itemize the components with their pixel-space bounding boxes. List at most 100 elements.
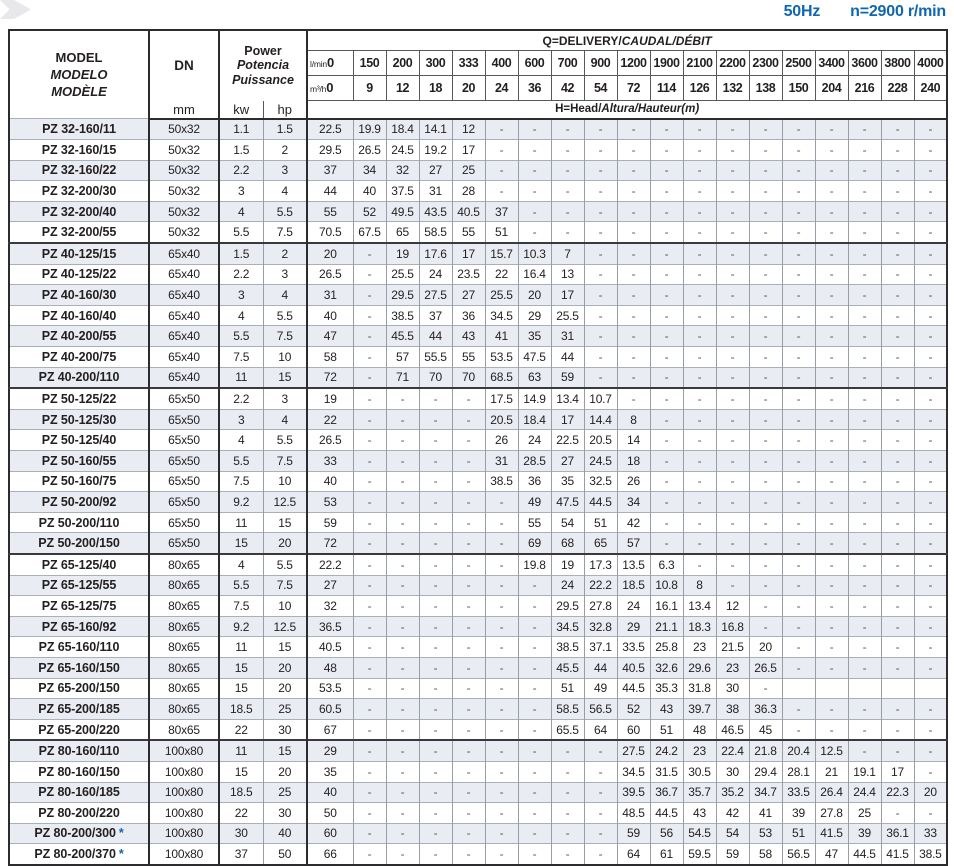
dn-cell: 65x50	[149, 429, 220, 451]
dn-cell: 65x50	[149, 532, 220, 554]
head-value-cell: -	[749, 408, 783, 430]
head-value-cell: 51	[551, 677, 585, 699]
footnote-star: *	[118, 826, 124, 841]
table-row: PZ 80-160/150 100x80 15 20 35- - - - - - - -34.5 31.…	[9, 760, 948, 782]
hp-cell: 20	[263, 760, 308, 782]
head-value-cell: -	[716, 491, 750, 513]
head-value-cell: -	[683, 491, 717, 513]
head-value-cell: -	[485, 739, 519, 762]
head-value-cell: -	[716, 532, 750, 554]
head-value-cell: -	[782, 242, 816, 265]
head-value-cell: -	[815, 491, 849, 513]
hp-cell: 4	[263, 284, 308, 306]
hp-cell: 15	[263, 739, 308, 762]
header-lmin-cell: l/min0	[307, 50, 354, 76]
head-value-cell: -	[749, 139, 783, 161]
model-name: PZ 65-160/92	[41, 619, 117, 634]
head-value-cell: -	[419, 408, 453, 430]
model-name: PZ 50-160/75	[41, 474, 117, 489]
head-value-cell: -	[914, 636, 948, 658]
head-value-cell: -	[881, 511, 915, 533]
flow-m3h-value: 24	[485, 75, 519, 101]
model-cell: PZ 32-200/40	[9, 200, 150, 222]
hp-cell: 10	[263, 470, 308, 492]
hp-cell: 1.5	[263, 117, 308, 140]
table-row: PZ 65-200/150 80x65 15 20 53.5- - - - - -51 49 44.5…	[9, 677, 948, 699]
head-value-cell: 22.2	[307, 552, 354, 576]
head-value-cell: -	[419, 636, 453, 658]
head-value-cell: 41	[485, 325, 519, 347]
model-cell: PZ 50-200/150	[9, 532, 150, 554]
head-value-cell: 19	[307, 387, 354, 410]
head-value-cell: -	[386, 698, 420, 720]
head-value-cell: 36.1	[881, 822, 915, 844]
head-value-cell: -	[914, 574, 948, 596]
head-value-cell: -	[386, 532, 420, 554]
hp-cell: 5.5	[263, 552, 308, 576]
dn-cell: 50x32	[149, 159, 220, 181]
hp-cell: 30	[263, 718, 308, 741]
model-cell: PZ 50-160/75	[9, 470, 150, 492]
head-value-cell: 32.5	[584, 470, 618, 492]
table-row: PZ 32-200/40 50x32 4 5.5 55 52 49.5 43.5 40.5 37-…	[9, 200, 948, 222]
head-value-cell: 25	[848, 802, 882, 824]
table-row: PZ 65-200/185 80x65 18.5 25 60.5- - - - - -58.5 56…	[9, 698, 948, 720]
model-cell: PZ 65-200/150	[9, 677, 150, 699]
head-value-cell: 38.5	[386, 304, 420, 326]
head-value-cell: 17.3	[584, 552, 618, 576]
head-value-cell: -	[584, 843, 618, 865]
model-cell: PZ 40-200/75	[9, 346, 150, 368]
table-row: PZ 50-160/75 65x50 7.5 10 40- - - -38.5 36 35 32.5…	[9, 470, 948, 492]
head-value-cell: 25.8	[650, 636, 684, 658]
hp-cell: 12.5	[263, 615, 308, 637]
head-value-cell: -	[485, 677, 519, 699]
head-value-cell: 20.5	[485, 408, 519, 430]
head-value-cell: -	[815, 429, 849, 451]
dn-cell: 100x80	[149, 843, 220, 865]
head-value-cell: 45.5	[386, 325, 420, 347]
head-value-cell: -	[914, 532, 948, 554]
head-value-cell: 24.5	[386, 139, 420, 161]
hp-cell: 20	[263, 532, 308, 554]
head-value-cell: 25.5	[386, 263, 420, 285]
hp-cell: 4	[263, 408, 308, 430]
flow-lmin-value: 2100	[683, 50, 717, 76]
head-value-cell: -	[881, 574, 915, 596]
head-value-cell: -	[914, 552, 948, 576]
head-value-cell: 18.4	[518, 408, 552, 430]
dn-cell: 100x80	[149, 760, 220, 782]
head-value-cell: -	[353, 843, 387, 865]
head-value-cell: -	[914, 760, 948, 782]
hp-cell: 7.5	[263, 221, 308, 244]
head-value-cell: -	[815, 242, 849, 265]
head-value-cell	[881, 677, 915, 699]
table-row: PZ 50-200/92 65x50 9.2 12.5 53- - - - -49 47.5 44.…	[9, 491, 948, 513]
head-value-cell: -	[518, 739, 552, 762]
flow-lmin-value: 4000	[914, 50, 948, 76]
model-name: PZ 65-125/75	[41, 598, 117, 613]
model-name: PZ 40-160/40	[41, 308, 117, 323]
table-row: PZ 32-200/30 50x32 3 4 44 40 37.5 31 28- - - - - - - - -…	[9, 180, 948, 202]
head-value-cell: 18.4	[386, 117, 420, 140]
head-value-cell: 71	[386, 366, 420, 389]
head-value-cell: 51	[650, 718, 684, 741]
head-value-cell: -	[815, 656, 849, 679]
head-value-cell: 49.5	[386, 200, 420, 222]
model-cell: PZ 80-160/150	[9, 760, 150, 782]
head-value-cell: -	[419, 429, 453, 451]
head-value-cell: -	[584, 180, 618, 202]
kw-cell: 9.2	[219, 615, 264, 637]
flow-lmin-value: 150	[353, 50, 387, 76]
head-value-cell: -	[815, 263, 849, 285]
kw-cell: 5.5	[219, 221, 264, 244]
head-value-cell: -	[914, 408, 948, 430]
head-value-cell: -	[518, 139, 552, 161]
hp-cell: 7.5	[263, 574, 308, 596]
head-value-cell: -	[584, 346, 618, 368]
head-value-cell: 38.5	[914, 843, 948, 865]
head-value-cell: 35	[518, 325, 552, 347]
model-cell: PZ 32-160/15	[9, 139, 150, 161]
head-value-cell: 12.5	[815, 739, 849, 762]
dn-cell: 50x32	[149, 117, 220, 140]
model-name: PZ 50-200/92	[41, 494, 117, 509]
